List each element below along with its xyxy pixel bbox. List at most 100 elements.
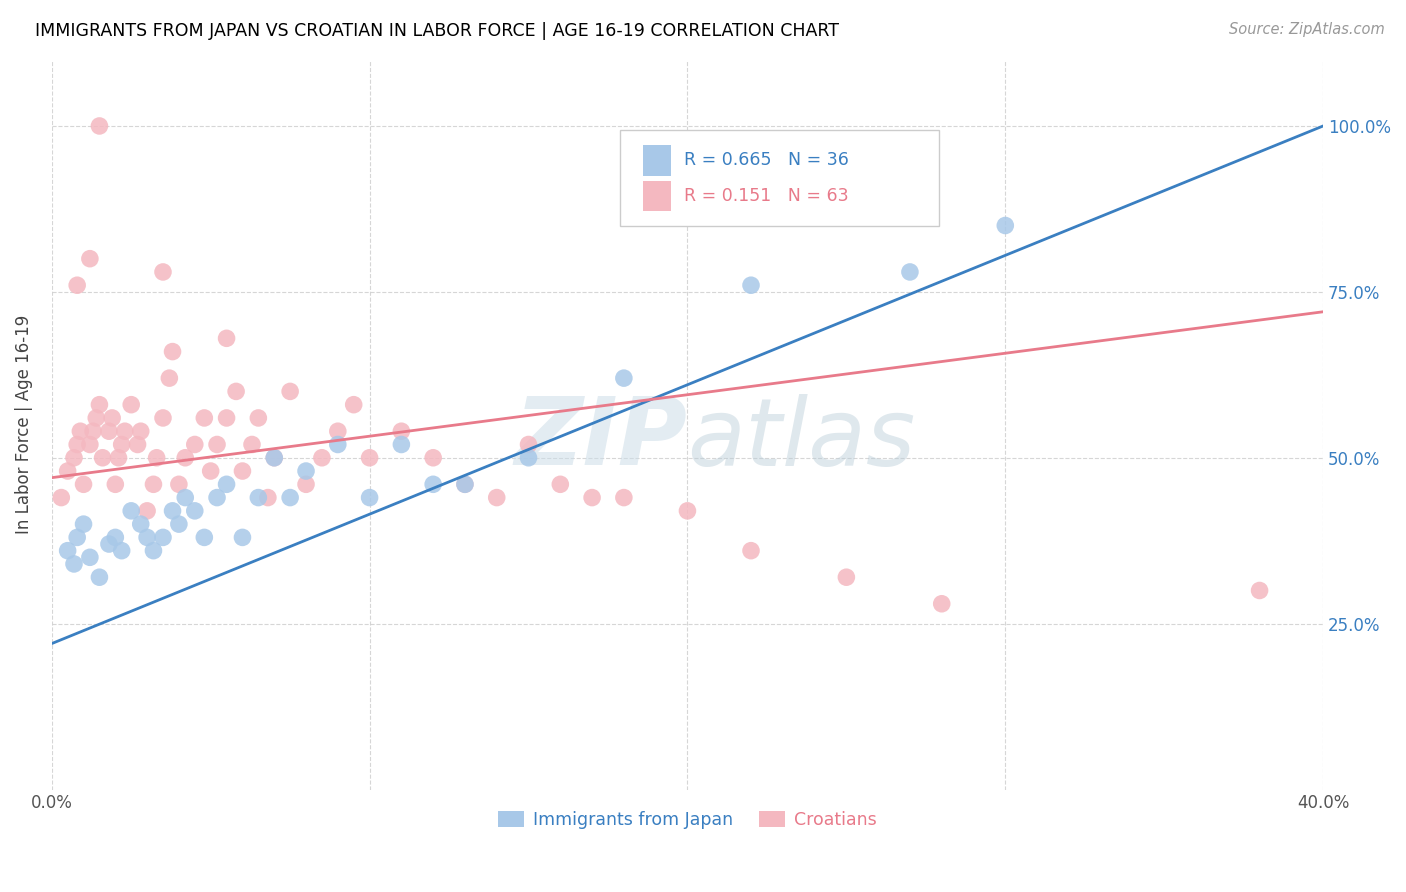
Point [120, 398, 142, 412]
Point [120, 504, 142, 518]
Point [247, 411, 270, 425]
Point [89, 398, 111, 412]
Point [225, 384, 247, 399]
Text: R = 0.151   N = 63: R = 0.151 N = 63 [683, 187, 848, 205]
Point [422, 477, 444, 491]
Point [231, 464, 253, 478]
Point [63, 557, 86, 571]
Point [311, 450, 333, 465]
Point [295, 477, 318, 491]
Point [142, 477, 165, 491]
Point [152, 411, 174, 425]
Point [162, 344, 184, 359]
Point [200, 464, 222, 478]
Point [107, 450, 129, 465]
Text: Source: ZipAtlas.com: Source: ZipAtlas.com [1229, 22, 1385, 37]
Point [240, 437, 263, 451]
Point [104, 530, 127, 544]
Point [485, 491, 508, 505]
Point [63, 450, 86, 465]
Point [111, 437, 134, 451]
Point [66, 278, 89, 293]
Point [215, 331, 238, 345]
Point [101, 411, 124, 425]
Point [517, 450, 540, 465]
Point [167, 517, 190, 532]
Point [740, 278, 762, 293]
Point [56, 543, 79, 558]
Point [994, 219, 1017, 233]
Point [740, 543, 762, 558]
Point [145, 450, 167, 465]
Point [56, 464, 79, 478]
FancyBboxPatch shape [643, 181, 671, 211]
Point [66, 530, 89, 544]
Point [326, 424, 349, 438]
Point [184, 504, 207, 518]
Point [142, 543, 165, 558]
Point [257, 491, 280, 505]
Point [931, 597, 953, 611]
Point [82, 424, 104, 438]
FancyBboxPatch shape [620, 130, 939, 226]
Point [79, 437, 101, 451]
Point [205, 437, 228, 451]
Text: IMMIGRANTS FROM JAPAN VS CROATIAN IN LABOR FORCE | AGE 16-19 CORRELATION CHART: IMMIGRANTS FROM JAPAN VS CROATIAN IN LAB… [35, 22, 839, 40]
Point [676, 504, 699, 518]
Point [72, 477, 94, 491]
Point [69, 424, 91, 438]
Point [111, 543, 134, 558]
Point [454, 477, 477, 491]
Point [152, 530, 174, 544]
Point [343, 398, 366, 412]
Point [215, 411, 238, 425]
Text: atlas: atlas [688, 393, 915, 484]
Point [72, 517, 94, 532]
Point [89, 570, 111, 584]
Point [97, 537, 120, 551]
Point [389, 424, 412, 438]
Point [157, 371, 180, 385]
Point [104, 477, 127, 491]
Point [79, 252, 101, 266]
Point [129, 424, 152, 438]
Y-axis label: In Labor Force | Age 16-19: In Labor Force | Age 16-19 [15, 315, 32, 534]
Point [359, 450, 381, 465]
Point [835, 570, 858, 584]
Point [193, 530, 215, 544]
Point [162, 504, 184, 518]
Text: ZIP: ZIP [515, 393, 688, 485]
Point [550, 477, 572, 491]
Point [174, 491, 197, 505]
Point [167, 477, 190, 491]
Point [263, 450, 285, 465]
Point [127, 437, 149, 451]
Point [136, 530, 159, 544]
Point [79, 550, 101, 565]
Point [898, 265, 921, 279]
Point [114, 424, 136, 438]
Point [136, 504, 159, 518]
Point [174, 450, 197, 465]
Point [326, 437, 349, 451]
Text: R = 0.665   N = 36: R = 0.665 N = 36 [683, 152, 848, 169]
Point [193, 411, 215, 425]
Point [295, 464, 318, 478]
Point [278, 491, 301, 505]
Point [613, 491, 636, 505]
Point [247, 491, 270, 505]
Point [517, 437, 540, 451]
Point [359, 491, 381, 505]
Point [129, 517, 152, 532]
Point [263, 450, 285, 465]
Point [91, 450, 114, 465]
Point [581, 491, 603, 505]
Point [215, 477, 238, 491]
Legend: Immigrants from Japan, Croatians: Immigrants from Japan, Croatians [491, 804, 883, 836]
Point [84, 411, 107, 425]
Point [389, 437, 412, 451]
Point [613, 371, 636, 385]
Point [51, 491, 73, 505]
Point [89, 119, 111, 133]
Point [1249, 583, 1271, 598]
